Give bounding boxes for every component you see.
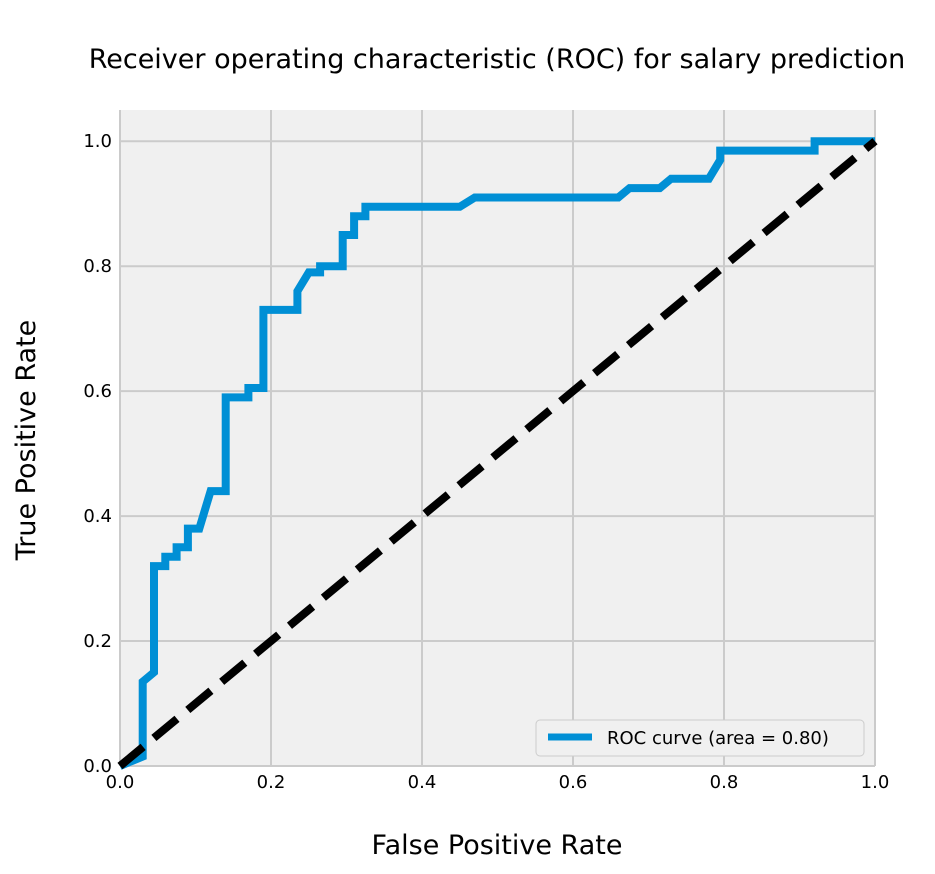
x-axis-label: False Positive Rate <box>372 830 623 861</box>
tick-labels: 0.0 0.2 0.4 0.6 0.8 1.0 0.0 0.2 0.4 0.6 0.8 1.0 <box>83 131 889 793</box>
y-tick-label: 0.6 <box>83 381 112 402</box>
grid-lines <box>119 110 876 767</box>
x-tick-label: 0.6 <box>559 772 588 793</box>
y-tick-label: 0.8 <box>83 256 112 277</box>
legend-box <box>535 719 865 757</box>
legend: ROC curve (area = 0.80) <box>535 719 865 757</box>
x-tick-label: 0.2 <box>257 772 286 793</box>
y-axis-label: True Positive Rate <box>11 320 42 562</box>
chart-title: Receiver operating characteristic (ROC) … <box>89 44 906 75</box>
x-tick-label: 0.0 <box>106 772 135 793</box>
y-tick-label: 0.4 <box>83 506 112 527</box>
y-tick-label: 1.0 <box>83 131 112 152</box>
chance-diagonal-line <box>117 138 878 770</box>
x-tick-label: 0.4 <box>408 772 437 793</box>
x-tick-label: 0.8 <box>710 772 739 793</box>
plot-area <box>120 110 875 766</box>
x-tick-label: 1.0 <box>861 772 890 793</box>
roc-curve-line <box>118 137 875 770</box>
y-tick-label: 0.0 <box>83 756 112 777</box>
series-layer <box>117 137 878 770</box>
legend-label: ROC curve (area = 0.80) <box>607 728 829 749</box>
y-tick-label: 0.2 <box>83 631 112 652</box>
